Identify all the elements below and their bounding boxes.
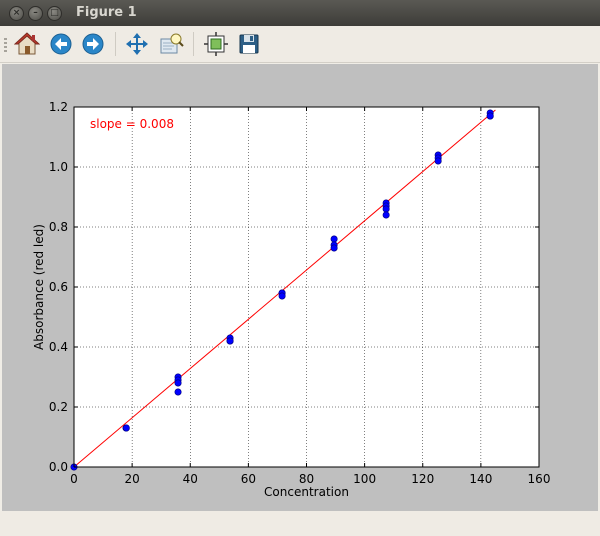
subplots-icon [204, 32, 228, 56]
grid-lines [74, 107, 539, 467]
x-axis-label: Concentration [264, 485, 349, 499]
figure-canvas[interactable]: 0 20 40 60 80 100 120 140 160 0.0 0.2 0.4 0.6 0.8 1.0 1… [2, 64, 598, 511]
toolbar-separator [193, 32, 194, 56]
y-tick-label: 0.8 [49, 220, 68, 234]
x-tick-label: 60 [241, 472, 256, 486]
home-button[interactable] [13, 31, 41, 57]
status-bar [0, 511, 600, 536]
minimize-icon: – [33, 8, 38, 18]
data-point [122, 424, 130, 432]
slope-annotation: slope = 0.008 [90, 117, 174, 131]
save-floppy-icon [239, 34, 259, 54]
x-tick-label: 0 [70, 472, 78, 486]
x-tick-label: 80 [299, 472, 314, 486]
x-tick-label: 160 [528, 472, 551, 486]
configure-subplots-button[interactable] [203, 31, 229, 57]
y-tick-label: 0.0 [49, 460, 68, 474]
minimize-window-button[interactable]: – [28, 6, 43, 21]
data-point [226, 337, 234, 345]
forward-arrow-icon [82, 33, 104, 55]
forward-button[interactable] [80, 31, 106, 57]
data-point [330, 235, 338, 243]
zoom-rect-icon [160, 33, 184, 54]
navigation-toolbar [0, 26, 600, 63]
data-point [486, 112, 494, 120]
data-point [330, 244, 338, 252]
fit-line-group [73, 109, 496, 468]
maximize-window-button[interactable]: □ [47, 6, 62, 21]
data-points [70, 109, 494, 471]
title-bar[interactable]: × – □ Figure 1 [0, 0, 600, 26]
close-icon: × [12, 8, 21, 18]
axis-ticks: 0 20 40 60 80 100 120 140 160 0.0 0.2 0.4 0.6 0.8 1.0 1… [49, 100, 551, 486]
close-window-button[interactable]: × [9, 6, 24, 21]
home-icon [13, 32, 41, 55]
x-tick-label: 120 [411, 472, 434, 486]
data-point [382, 211, 390, 219]
data-point [434, 157, 442, 165]
y-tick-label: 0.4 [49, 340, 68, 354]
y-axis-label: Absorbance (red led) [32, 224, 46, 350]
pan-icon [126, 33, 148, 55]
data-point [174, 379, 182, 387]
y-tick-label: 0.6 [49, 280, 68, 294]
x-tick-label: 140 [469, 472, 492, 486]
data-point [174, 388, 182, 396]
scatter-chart: 0 20 40 60 80 100 120 140 160 0.0 0.2 0.4 0.6 0.8 1.0 1… [32, 100, 551, 499]
fit-line [73, 109, 496, 468]
back-button[interactable] [48, 31, 74, 57]
y-tick-label: 1.0 [49, 160, 68, 174]
maximize-icon: □ [50, 8, 59, 18]
zoom-button[interactable] [158, 31, 184, 57]
x-tick-label: 100 [353, 472, 376, 486]
window-title: Figure 1 [76, 5, 137, 20]
x-tick-label: 40 [183, 472, 198, 486]
save-button[interactable] [236, 31, 262, 57]
toolbar-separator [115, 32, 116, 56]
toolbar-grip[interactable] [4, 38, 7, 52]
pan-button[interactable] [124, 31, 150, 57]
x-tick-label: 20 [124, 472, 139, 486]
y-tick-label: 1.2 [49, 100, 68, 114]
data-point [382, 205, 390, 213]
back-arrow-icon [50, 33, 72, 55]
y-tick-label: 0.2 [49, 400, 68, 414]
data-point [278, 292, 286, 300]
